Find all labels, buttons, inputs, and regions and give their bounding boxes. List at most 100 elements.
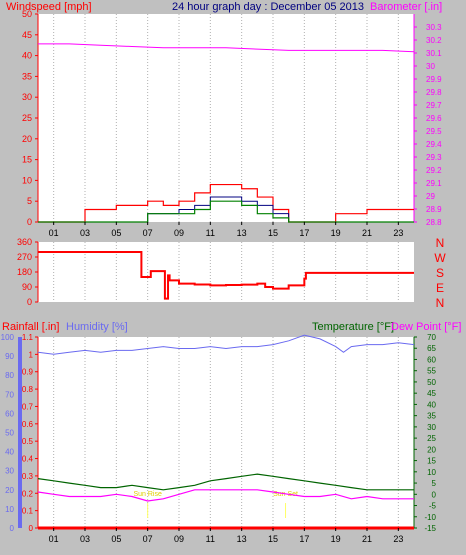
temperature-axis: -15 -10 -5 0 5 10 15 20 25 30 35 40 45 50 55 60 65 70 <box>413 333 437 533</box>
barometer-tick-label: 30 <box>426 62 435 71</box>
climate-panel-series: Sun Rise Sun Set <box>37 334 415 530</box>
temperature-tick-label: 55 <box>427 367 436 376</box>
rainfall-tick-label: 0.3 <box>22 472 34 481</box>
barometer-tick-label: 29.1 <box>426 179 442 188</box>
temperature-tick-label: 35 <box>427 412 436 421</box>
windspeed-tick-label: 5 <box>27 196 32 206</box>
rainfall-tick-label: 0.8 <box>22 385 34 394</box>
humidity-tick-label: 20 <box>5 486 14 495</box>
rainfall-tick-label: 0.9 <box>22 368 34 377</box>
sun-marker-label: Sun Set <box>273 491 298 498</box>
windspeed-tick-label: 15 <box>22 155 32 165</box>
time-tick-label: 03 <box>80 228 90 238</box>
temperature-tick-label: 45 <box>427 389 436 398</box>
humidity-tick-label: 40 <box>5 448 14 457</box>
temperature-tick-label: 5 <box>432 479 437 488</box>
barometer-series-line <box>38 43 415 53</box>
rainfall-tick-label: 0 <box>29 524 34 533</box>
time-tick-label: 13 <box>237 228 247 238</box>
barometer-tick-label: 29 <box>426 192 435 201</box>
time-tick-label: 21 <box>362 228 372 238</box>
time-bottom-tick-label: 15 <box>268 534 278 544</box>
time-tick-label: 01 <box>49 228 59 238</box>
barometer-tick-label: 30.2 <box>426 36 442 45</box>
rainfall-axis-title: Rainfall [.in] <box>2 321 59 333</box>
wind-panel-series <box>38 43 415 223</box>
temperature-tick-label: 10 <box>427 468 436 477</box>
compass-tick-label: S <box>436 266 444 280</box>
time-bottom-tick-label: 21 <box>362 534 372 544</box>
humidity-series-line <box>37 334 415 355</box>
temperature-tick-label: -5 <box>429 502 437 511</box>
humidity-tick-label: 30 <box>5 467 14 476</box>
temperature-tick-label: 0 <box>432 490 437 499</box>
compass-tick-label: N <box>436 296 445 310</box>
time-tick-label: 17 <box>299 228 309 238</box>
direction-tick-label: 0 <box>27 297 32 307</box>
barometer-tick-label: 30.3 <box>426 23 442 32</box>
humidity-axis: 0 10 20 30 40 50 60 70 80 90 100 <box>1 333 22 533</box>
temperature-tick-label: 50 <box>427 378 436 387</box>
time-bottom-tick-label: 05 <box>111 534 121 544</box>
rainfall-tick-label: 0.6 <box>22 420 34 429</box>
barometer-axis-title: Barometer [.in] <box>370 1 442 13</box>
temperature-tick-label: 30 <box>427 423 436 432</box>
wind-panel-bg <box>38 14 414 222</box>
windspeed-tick-label: 10 <box>22 175 32 185</box>
temperature-tick-label: 60 <box>427 355 436 364</box>
windspeed-axis: 0 5 10 15 20 25 30 35 40 45 50 <box>22 9 39 227</box>
climate-panel-bg <box>38 337 414 528</box>
time-tick-label: 23 <box>393 228 403 238</box>
wind-speed-series-line <box>38 200 414 223</box>
rainfall-tick-label: 1 <box>29 350 34 359</box>
time-bottom-tick-label: 17 <box>299 534 309 544</box>
rainfall-tick-label: 0.1 <box>22 507 34 516</box>
time-bottom-tick-label: 09 <box>174 534 184 544</box>
temperature-tick-label: 65 <box>427 344 436 353</box>
rainfall-tick-label: 1.1 <box>22 333 34 342</box>
direction-tick-label: 180 <box>17 267 32 277</box>
barometer-tick-label: 28.9 <box>426 205 442 214</box>
windspeed-tick-label: 0 <box>27 217 32 227</box>
direction-panel-series <box>38 251 414 300</box>
time-tick-label: 07 <box>143 228 153 238</box>
time-bottom-tick-label: 23 <box>393 534 403 544</box>
rainfall-axis: 0 0.1 0.2 0.3 0.4 0.5 0.6 0.7 0.8 0.9 1 1.1 <box>22 333 39 533</box>
barometer-tick-label: 29.2 <box>426 166 442 175</box>
barometer-tick-label: 29.7 <box>426 101 442 110</box>
time-bottom-tick-label: 11 <box>206 534 215 544</box>
windspeed-tick-label: 40 <box>22 51 32 61</box>
temperature-tick-label: -15 <box>424 524 436 533</box>
rainfall-tick-label: 0.2 <box>22 489 34 498</box>
time-bottom-tick-label: 13 <box>237 534 247 544</box>
windspeed-tick-label: 30 <box>22 92 32 102</box>
windspeed-tick-label: 25 <box>22 113 32 123</box>
wind-gust-series-line <box>38 183 414 223</box>
windspeed-axis-title: Windspeed [mph] <box>6 1 92 13</box>
direction-tick-label: 90 <box>22 282 32 292</box>
sun-marker-label: Sun Rise <box>133 491 162 498</box>
windspeed-tick-label: 50 <box>22 9 32 19</box>
humidity-tick-label: 10 <box>5 505 14 514</box>
wind-panel-time-axis: 01 03 05 07 09 11 13 15 17 19 21 23 <box>49 222 403 238</box>
direction-tick-label: 270 <box>17 252 32 262</box>
time-bottom-tick-label: 01 <box>49 534 59 544</box>
windspeed-tick-label: 35 <box>22 71 32 81</box>
humidity-axis-title: Humidity [%] <box>66 321 128 333</box>
dewpoint-series-line <box>37 489 414 502</box>
compass-tick-label: N <box>436 236 445 250</box>
barometer-tick-label: 29.9 <box>426 75 442 84</box>
humidity-tick-label: 100 <box>1 333 15 342</box>
temperature-tick-label: 25 <box>427 434 436 443</box>
time-bottom-tick-label: 03 <box>80 534 90 544</box>
chart-date-title: 24 hour graph day : December 05 2013 <box>172 1 364 13</box>
temperature-tick-label: 40 <box>427 400 436 409</box>
humidity-axis-bar <box>18 337 22 528</box>
humidity-tick-label: 0 <box>10 524 15 533</box>
temperature-axis-title: Temperature [°F] <box>312 321 394 333</box>
time-bottom-tick-label: 19 <box>331 534 341 544</box>
dewpoint-axis-title: Dew Point [°F] <box>391 321 461 333</box>
time-tick-label: 05 <box>111 228 121 238</box>
humidity-tick-label: 60 <box>5 409 14 418</box>
